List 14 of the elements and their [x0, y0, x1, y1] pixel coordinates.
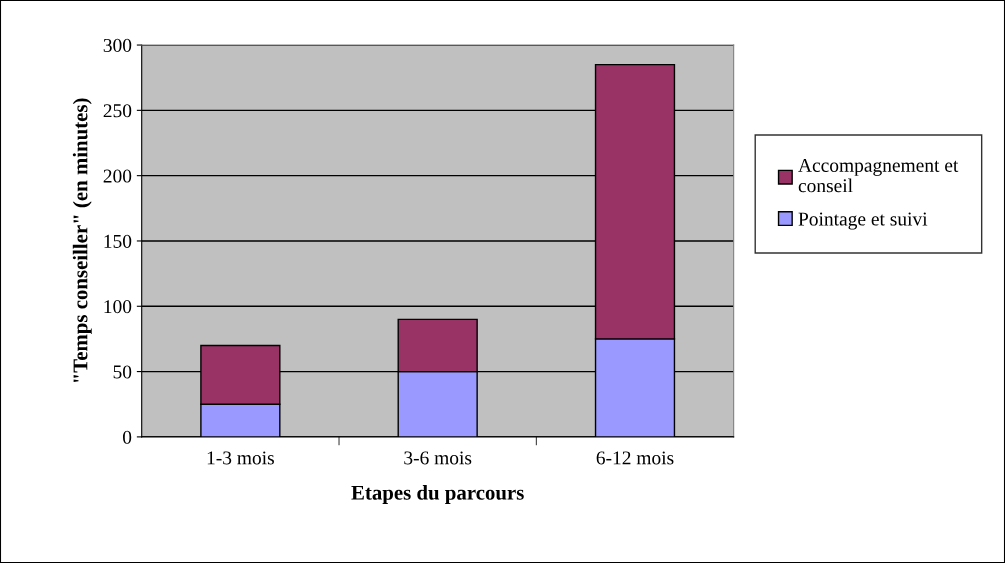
- y-tick-label: 0: [123, 430, 132, 444]
- x-tick-label: 1-3 mois: [207, 451, 274, 465]
- x-tick-label: 3-6 mois: [404, 451, 472, 465]
- y-tick-label: 50: [113, 365, 132, 379]
- x-tick-label: 6-12 mois: [596, 451, 674, 465]
- x-axis-title: Etapes du parcours: [351, 485, 524, 504]
- legend-label: Pointage et suivi: [798, 212, 928, 230]
- legend-label: Accompagnement et conseil: [798, 158, 959, 193]
- y-tick-label: 100: [104, 300, 132, 314]
- y-tick-label: 200: [103, 169, 132, 183]
- y-tick-label: 250: [103, 104, 132, 118]
- y-tick-label: 150: [104, 234, 132, 248]
- y-tick-label: 300: [103, 38, 132, 52]
- y-axis-title: "Temps conseiller" (en minutes): [72, 98, 92, 383]
